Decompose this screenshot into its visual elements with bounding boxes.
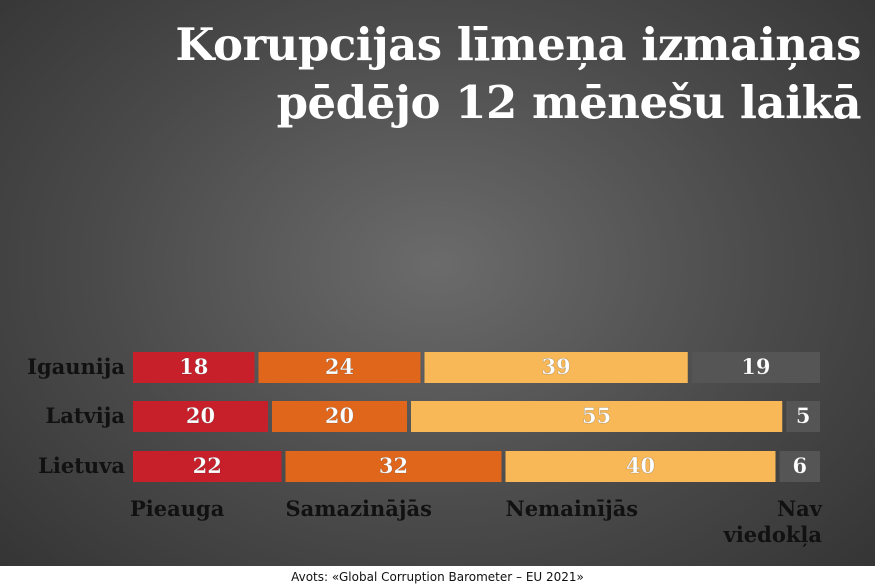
bar-segment (133, 352, 255, 383)
value-label: 32 (379, 453, 408, 478)
chart-title: Korupcijas līmeņa izmaiņas pēdējo 12 mēn… (175, 18, 861, 129)
source: Avots: «Global Corruption Barometer – EU… (0, 566, 875, 588)
value-label: 6 (792, 453, 807, 478)
value-label: 40 (626, 453, 655, 478)
bar-segment (779, 451, 820, 482)
bar-segment (411, 401, 783, 432)
legend-label: Nemainījās (505, 496, 639, 521)
bar-segment (133, 451, 282, 482)
bar-segment (258, 352, 421, 383)
bar-segment (424, 352, 688, 383)
value-label: 5 (796, 403, 811, 428)
bar-segment (786, 401, 820, 432)
bar-segment (272, 401, 407, 432)
value-label: 20 (186, 403, 215, 428)
value-label: 20 (325, 403, 354, 428)
legend-label: Nav viedokļa (723, 496, 822, 547)
bar-segment (133, 401, 268, 432)
value-label: 19 (741, 354, 770, 379)
value-label: 24 (325, 354, 354, 379)
row-label: Lietuva (38, 453, 125, 478)
value-label: 55 (582, 403, 611, 428)
row-label: Latvija (46, 403, 126, 428)
value-label: 18 (179, 354, 208, 379)
legend-label: Pieauga (130, 496, 225, 521)
value-label: 39 (542, 354, 571, 379)
bar-segment (691, 352, 820, 383)
legend-label: Samazinājās (285, 496, 432, 521)
bar-segment (285, 451, 502, 482)
row-label: Igaunija (27, 354, 125, 379)
value-label: 22 (193, 453, 222, 478)
bar-segment (505, 451, 776, 482)
